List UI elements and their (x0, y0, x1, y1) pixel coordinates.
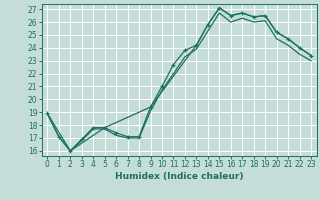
X-axis label: Humidex (Indice chaleur): Humidex (Indice chaleur) (115, 172, 244, 181)
